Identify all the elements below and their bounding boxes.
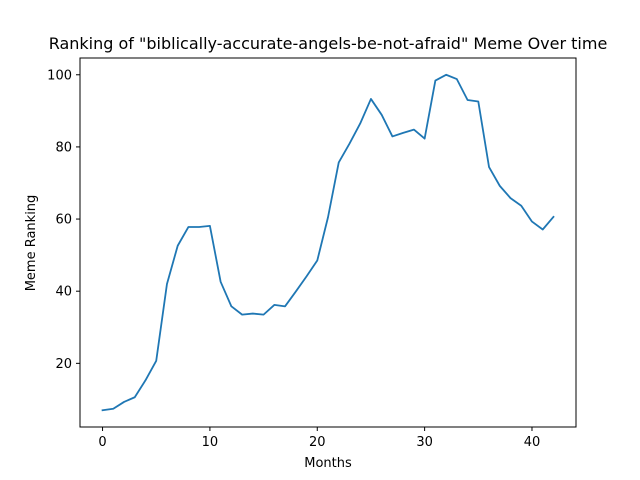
y-axis: 20 40 60 80 100 bbox=[47, 68, 80, 372]
x-tick-label: 10 bbox=[202, 435, 219, 450]
y-tick-label: 80 bbox=[55, 140, 72, 155]
x-tick-label: 0 bbox=[98, 435, 106, 450]
y-tick-label: 60 bbox=[55, 213, 72, 228]
plot-frame bbox=[79, 57, 577, 428]
x-axis: 0 10 20 30 40 bbox=[98, 427, 540, 450]
y-tick-label: 20 bbox=[55, 357, 72, 372]
series-line bbox=[101, 73, 555, 412]
y-axis-label: Meme Ranking bbox=[24, 195, 39, 292]
x-tick-label: 20 bbox=[309, 435, 326, 450]
y-tick-label: 100 bbox=[47, 68, 72, 83]
chart-title: Ranking of "biblically-accurate-angels-b… bbox=[49, 34, 608, 53]
x-tick-label: 40 bbox=[524, 435, 541, 450]
x-axis-label: Months bbox=[304, 456, 352, 471]
x-tick-label: 30 bbox=[416, 435, 433, 450]
y-tick-label: 40 bbox=[55, 285, 72, 300]
